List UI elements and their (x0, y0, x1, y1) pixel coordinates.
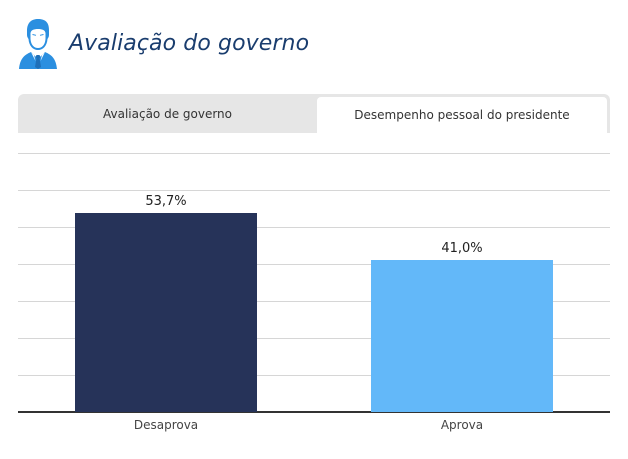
gridline (18, 338, 610, 339)
category-label: Aprova (440, 418, 484, 432)
person-suit-icon (19, 19, 57, 69)
tab-desempenho-pessoal[interactable]: Desempenho pessoal do presidente (317, 97, 607, 133)
gridline (18, 153, 610, 154)
gridline (18, 190, 610, 191)
page-header: Avaliação do governo (18, 16, 309, 72)
gridline (18, 375, 610, 376)
tab-bar: Avaliação de governo Desempenho pessoal … (18, 94, 610, 133)
value-label: 53,7% (145, 194, 187, 210)
page-title: Avaliação do governo (69, 30, 310, 56)
gridline (18, 264, 610, 265)
bar-desaprova[interactable] (75, 213, 257, 412)
tab-avaliacao-de-governo[interactable]: Avaliação de governo (102, 106, 233, 121)
category-label: Desaprova (133, 418, 199, 432)
value-label: 41,0% (441, 241, 483, 257)
x-axis-line (18, 411, 610, 413)
gridline (18, 227, 610, 228)
gridline (18, 301, 610, 302)
bar-aprova[interactable] (371, 260, 553, 412)
